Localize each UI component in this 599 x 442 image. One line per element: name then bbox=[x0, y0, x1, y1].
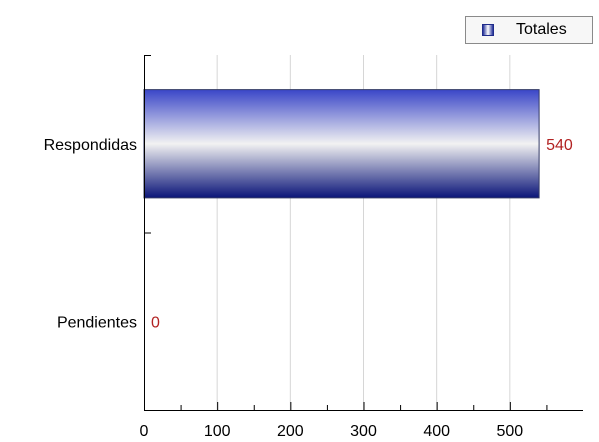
value-label: 540 bbox=[546, 137, 573, 154]
bar-respondidas bbox=[143, 89, 540, 199]
x-tick-label: 0 bbox=[140, 423, 149, 440]
x-tick-label: 100 bbox=[204, 423, 231, 440]
x-tick-label: 300 bbox=[350, 423, 377, 440]
legend-label: Totales bbox=[516, 21, 567, 38]
category-label: Respondidas bbox=[44, 137, 137, 154]
legend: Totales bbox=[465, 16, 593, 44]
x-tick-label: 200 bbox=[277, 423, 304, 440]
x-tick-label: 400 bbox=[423, 423, 450, 440]
category-label: Pendientes bbox=[57, 314, 137, 331]
legend-swatch-icon bbox=[482, 24, 494, 36]
x-tick-label: 500 bbox=[496, 423, 523, 440]
value-label: 0 bbox=[151, 314, 160, 331]
